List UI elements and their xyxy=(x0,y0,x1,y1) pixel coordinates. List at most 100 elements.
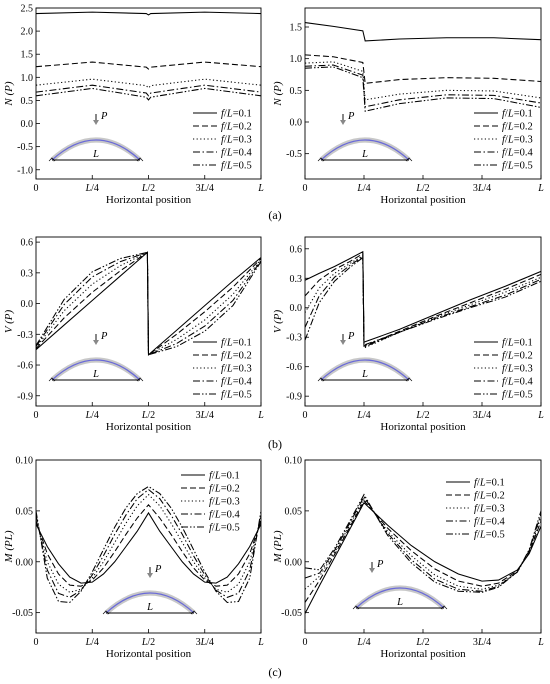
y-tick-label: -0.9 xyxy=(17,391,33,402)
series-line xyxy=(305,64,541,108)
x-tick-label: 0 xyxy=(303,637,308,648)
series-line xyxy=(36,488,261,598)
x-tick-label: 0 xyxy=(34,637,39,648)
series-line xyxy=(36,485,261,604)
legend-entry: f/L=0.2 xyxy=(209,484,240,495)
panel-caption: (a) xyxy=(268,208,281,222)
x-tick-label: L xyxy=(257,637,264,648)
arch-curve xyxy=(51,359,141,381)
support-left xyxy=(317,377,325,382)
x-tick-label: 3L/4 xyxy=(473,410,491,421)
y-tick-label: 0.00 xyxy=(16,557,34,568)
series-line xyxy=(36,87,261,101)
y-tick-label: -0.5 xyxy=(286,149,302,160)
x-tick-label: L xyxy=(537,637,544,648)
y-tick-label: 0.00 xyxy=(285,557,303,568)
y-tick-label: 2.5 xyxy=(21,4,34,15)
span-label: L xyxy=(92,149,99,160)
support-left xyxy=(317,157,325,162)
y-tick-label: 0.0 xyxy=(290,303,303,314)
series-line xyxy=(36,251,261,356)
x-tick-label: L/2 xyxy=(141,410,155,421)
legend-entry: f/L=0.4 xyxy=(474,517,505,528)
legend-entry: f/L=0.2 xyxy=(502,351,533,362)
y-tick-label: 0.05 xyxy=(285,506,303,517)
legend-entry: f/L=0.1 xyxy=(221,338,252,349)
x-tick-label: L/4 xyxy=(356,637,370,648)
load-label: P xyxy=(347,111,355,122)
legend-entry: f/L=0.5 xyxy=(502,161,533,172)
chart-b-left: 0 L/4 L/2 3L/4 L -0.9 -0.6 -0.3 0.0 0.3 0.6 Horizon… xyxy=(3,236,264,433)
arch-inset: PL xyxy=(317,111,413,162)
support-right xyxy=(190,610,198,615)
load-arrowhead xyxy=(369,568,375,573)
load-arrowhead xyxy=(93,120,99,125)
chart-a-left: 0 L/4 L/2 3L/4 L -1.0 -0.5 0.0 0.5 1.0 1.5 2.0 2.5 Ho… xyxy=(3,4,264,207)
x-tick-label: L xyxy=(257,183,264,194)
x-tick-label: 0 xyxy=(303,410,308,421)
y-tick-label: -1.0 xyxy=(17,165,33,176)
series-line xyxy=(36,511,261,584)
x-tick-label: 3L/4 xyxy=(196,637,214,648)
y-tick-label: 1.0 xyxy=(290,54,303,65)
load-label: P xyxy=(376,559,384,570)
x-tick-label: L/2 xyxy=(415,183,429,194)
x-tick-label: L/2 xyxy=(415,637,429,648)
legend-entry: f/L=0.2 xyxy=(502,122,533,133)
legend: f/L=0.1 f/L=0.2 f/L=0.3 f/L=0.4 f/L=0.5 xyxy=(193,109,252,172)
x-tick-label: L/4 xyxy=(356,183,370,194)
y-tick-label: 2.0 xyxy=(21,27,34,38)
legend: f/L=0.1 f/L=0.2 f/L=0.3 f/L=0.4 f/L=0.5 xyxy=(474,338,533,401)
x-tick-label: 3L/4 xyxy=(473,183,491,194)
x-axis-label: Horizontal position xyxy=(106,194,192,206)
y-axis-label: V (P) xyxy=(272,310,284,334)
y-tick-label: 0.6 xyxy=(21,238,34,249)
series-line xyxy=(36,493,261,593)
legend: f/L=0.1 f/L=0.2 f/L=0.3 f/L=0.4 f/L=0.5 xyxy=(446,478,505,541)
y-tick-label: 1.5 xyxy=(21,50,34,61)
support-right xyxy=(136,377,144,382)
x-tick-label: L/4 xyxy=(356,410,370,421)
x-tick-label: L xyxy=(257,410,264,421)
series-line xyxy=(305,22,541,42)
x-tick-label: 0 xyxy=(303,183,308,194)
legend-entry: f/L=0.5 xyxy=(221,161,252,172)
series-line xyxy=(36,503,261,587)
legend-entry: f/L=0.4 xyxy=(221,148,252,159)
y-axis-label: M (PL) xyxy=(272,530,284,563)
arch-inset: PL xyxy=(48,331,144,382)
legend-entry: f/L=0.5 xyxy=(474,530,505,541)
legend-entry: f/L=0.1 xyxy=(474,478,505,489)
series-line xyxy=(305,495,541,592)
series-line xyxy=(305,254,541,349)
y-tick-label: 1.5 xyxy=(290,23,303,34)
legend-entry: f/L=0.1 xyxy=(221,109,252,120)
y-tick-label: 0.10 xyxy=(285,456,303,467)
y-tick-label: -0.6 xyxy=(17,361,33,372)
x-axis-label: Horizontal position xyxy=(380,194,466,206)
span-label: L xyxy=(396,597,403,608)
x-tick-label: L/4 xyxy=(85,183,99,194)
legend-entry: f/L=0.4 xyxy=(502,148,533,159)
y-tick-label: 0.5 xyxy=(21,96,34,107)
x-axis-label: Horizontal position xyxy=(106,648,192,660)
series-line xyxy=(36,251,261,356)
series-line xyxy=(36,61,261,70)
load-label: P xyxy=(347,331,355,342)
arch-curve xyxy=(355,587,445,609)
series-line xyxy=(305,255,541,348)
y-tick-label: 0.10 xyxy=(16,456,34,467)
chart-b-right: 0 L/4 L/2 3L/4 L -0.9 -0.6 -0.3 0.0 0.3 0.6 Horizon… xyxy=(272,236,544,433)
x-tick-label: 3L/4 xyxy=(473,637,491,648)
y-tick-label: -0.3 xyxy=(17,330,33,341)
legend-entry: f/L=0.5 xyxy=(221,390,252,401)
legend-entry: f/L=0.2 xyxy=(474,491,505,502)
series-line xyxy=(305,493,541,593)
arch-inset: PL xyxy=(48,111,144,162)
legend-entry: f/L=0.3 xyxy=(209,497,240,508)
series-line xyxy=(36,251,261,356)
legend-entry: f/L=0.1 xyxy=(502,338,533,349)
x-tick-label: 3L/4 xyxy=(196,183,214,194)
span-label: L xyxy=(92,369,99,380)
y-tick-label: 0.0 xyxy=(290,118,303,129)
